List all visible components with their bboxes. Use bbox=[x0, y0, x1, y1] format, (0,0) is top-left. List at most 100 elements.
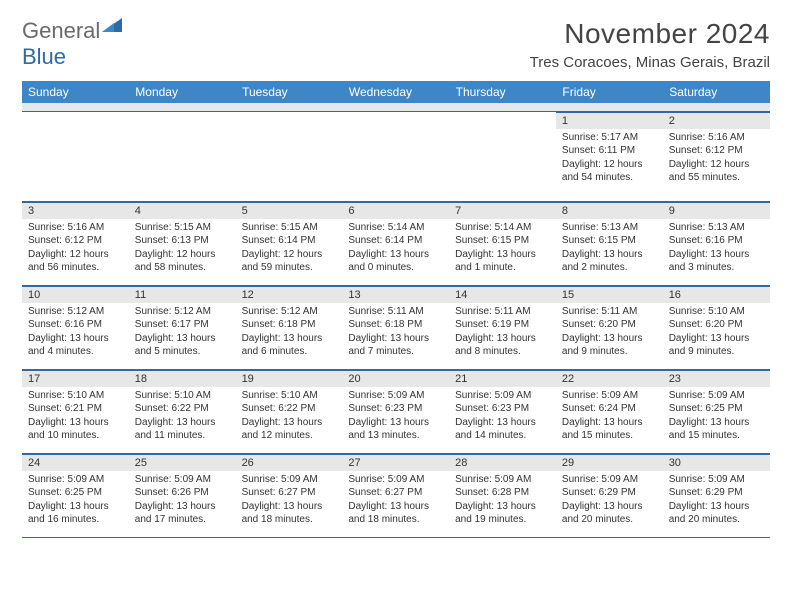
day-cell: 10Sunrise: 5:12 AMSunset: 6:16 PMDayligh… bbox=[22, 285, 129, 369]
day-cell: 29Sunrise: 5:09 AMSunset: 6:29 PMDayligh… bbox=[556, 453, 663, 537]
sunset-line: Sunset: 6:14 PM bbox=[348, 234, 443, 248]
day-cell bbox=[342, 111, 449, 201]
week-row: 24Sunrise: 5:09 AMSunset: 6:25 PMDayligh… bbox=[22, 453, 770, 537]
day-cell bbox=[129, 111, 236, 201]
day-number: 1 bbox=[556, 112, 663, 129]
day-cell: 11Sunrise: 5:12 AMSunset: 6:17 PMDayligh… bbox=[129, 285, 236, 369]
logo-triangle-icon bbox=[102, 12, 122, 26]
day-cell: 4Sunrise: 5:15 AMSunset: 6:13 PMDaylight… bbox=[129, 201, 236, 285]
day-cell: 9Sunrise: 5:13 AMSunset: 6:16 PMDaylight… bbox=[663, 201, 770, 285]
day-body: Sunrise: 5:15 AMSunset: 6:13 PMDaylight:… bbox=[129, 219, 236, 279]
daylight-line: Daylight: 13 hours and 17 minutes. bbox=[135, 500, 230, 527]
day-body: Sunrise: 5:11 AMSunset: 6:20 PMDaylight:… bbox=[556, 303, 663, 363]
daylight-line: Daylight: 13 hours and 20 minutes. bbox=[669, 500, 764, 527]
day-cell: 12Sunrise: 5:12 AMSunset: 6:18 PMDayligh… bbox=[236, 285, 343, 369]
daylight-line: Daylight: 13 hours and 7 minutes. bbox=[348, 332, 443, 359]
day-body: Sunrise: 5:10 AMSunset: 6:22 PMDaylight:… bbox=[129, 387, 236, 447]
day-body: Sunrise: 5:12 AMSunset: 6:16 PMDaylight:… bbox=[22, 303, 129, 363]
sunset-line: Sunset: 6:23 PM bbox=[455, 402, 550, 416]
day-body: Sunrise: 5:09 AMSunset: 6:27 PMDaylight:… bbox=[236, 471, 343, 531]
day-header-saturday: Saturday bbox=[663, 81, 770, 103]
spacer-cell bbox=[342, 103, 449, 111]
daylight-line: Daylight: 13 hours and 6 minutes. bbox=[242, 332, 337, 359]
day-body: Sunrise: 5:10 AMSunset: 6:22 PMDaylight:… bbox=[236, 387, 343, 447]
sunset-line: Sunset: 6:29 PM bbox=[669, 486, 764, 500]
day-body: Sunrise: 5:12 AMSunset: 6:18 PMDaylight:… bbox=[236, 303, 343, 363]
day-number: 15 bbox=[556, 286, 663, 303]
daylight-line: Daylight: 13 hours and 10 minutes. bbox=[28, 416, 123, 443]
spacer-cell bbox=[22, 103, 129, 111]
day-body: Sunrise: 5:11 AMSunset: 6:19 PMDaylight:… bbox=[449, 303, 556, 363]
day-header-friday: Friday bbox=[556, 81, 663, 103]
day-body: Sunrise: 5:10 AMSunset: 6:20 PMDaylight:… bbox=[663, 303, 770, 363]
calendar-body: 1Sunrise: 5:17 AMSunset: 6:11 PMDaylight… bbox=[22, 103, 770, 537]
sunrise-line: Sunrise: 5:12 AM bbox=[242, 305, 337, 319]
day-number: 5 bbox=[236, 202, 343, 219]
day-body: Sunrise: 5:11 AMSunset: 6:18 PMDaylight:… bbox=[342, 303, 449, 363]
sunrise-line: Sunrise: 5:09 AM bbox=[562, 389, 657, 403]
daylight-line: Daylight: 13 hours and 12 minutes. bbox=[242, 416, 337, 443]
day-cell: 26Sunrise: 5:09 AMSunset: 6:27 PMDayligh… bbox=[236, 453, 343, 537]
day-cell: 16Sunrise: 5:10 AMSunset: 6:20 PMDayligh… bbox=[663, 285, 770, 369]
day-body: Sunrise: 5:16 AMSunset: 6:12 PMDaylight:… bbox=[663, 129, 770, 189]
sunset-line: Sunset: 6:27 PM bbox=[348, 486, 443, 500]
day-cell: 7Sunrise: 5:14 AMSunset: 6:15 PMDaylight… bbox=[449, 201, 556, 285]
calendar-table: SundayMondayTuesdayWednesdayThursdayFrid… bbox=[22, 81, 770, 538]
sunrise-line: Sunrise: 5:10 AM bbox=[669, 305, 764, 319]
day-number: 16 bbox=[663, 286, 770, 303]
sunset-line: Sunset: 6:15 PM bbox=[455, 234, 550, 248]
sunrise-line: Sunrise: 5:15 AM bbox=[242, 221, 337, 235]
day-body: Sunrise: 5:13 AMSunset: 6:16 PMDaylight:… bbox=[663, 219, 770, 279]
sunset-line: Sunset: 6:25 PM bbox=[669, 402, 764, 416]
day-cell: 1Sunrise: 5:17 AMSunset: 6:11 PMDaylight… bbox=[556, 111, 663, 201]
sunset-line: Sunset: 6:29 PM bbox=[562, 486, 657, 500]
day-number: 19 bbox=[236, 370, 343, 387]
day-cell: 30Sunrise: 5:09 AMSunset: 6:29 PMDayligh… bbox=[663, 453, 770, 537]
day-number: 14 bbox=[449, 286, 556, 303]
daylight-line: Daylight: 13 hours and 20 minutes. bbox=[562, 500, 657, 527]
day-body: Sunrise: 5:14 AMSunset: 6:14 PMDaylight:… bbox=[342, 219, 449, 279]
sunrise-line: Sunrise: 5:16 AM bbox=[669, 131, 764, 145]
logo: General Blue bbox=[22, 18, 122, 70]
day-number: 12 bbox=[236, 286, 343, 303]
sunrise-line: Sunrise: 5:10 AM bbox=[135, 389, 230, 403]
day-cell bbox=[236, 111, 343, 201]
week-row: 1Sunrise: 5:17 AMSunset: 6:11 PMDaylight… bbox=[22, 111, 770, 201]
day-cell: 19Sunrise: 5:10 AMSunset: 6:22 PMDayligh… bbox=[236, 369, 343, 453]
spacer-cell bbox=[556, 103, 663, 111]
day-cell bbox=[22, 111, 129, 201]
daylight-line: Daylight: 13 hours and 15 minutes. bbox=[562, 416, 657, 443]
sunset-line: Sunset: 6:15 PM bbox=[562, 234, 657, 248]
sunrise-line: Sunrise: 5:09 AM bbox=[135, 473, 230, 487]
day-body: Sunrise: 5:09 AMSunset: 6:28 PMDaylight:… bbox=[449, 471, 556, 531]
logo-text-blue: Blue bbox=[22, 44, 66, 69]
day-cell: 18Sunrise: 5:10 AMSunset: 6:22 PMDayligh… bbox=[129, 369, 236, 453]
sunrise-line: Sunrise: 5:14 AM bbox=[348, 221, 443, 235]
sunset-line: Sunset: 6:16 PM bbox=[669, 234, 764, 248]
day-body: Sunrise: 5:09 AMSunset: 6:25 PMDaylight:… bbox=[663, 387, 770, 447]
daylight-line: Daylight: 12 hours and 54 minutes. bbox=[562, 158, 657, 185]
week-row: 17Sunrise: 5:10 AMSunset: 6:21 PMDayligh… bbox=[22, 369, 770, 453]
sunrise-line: Sunrise: 5:11 AM bbox=[348, 305, 443, 319]
day-number: 13 bbox=[342, 286, 449, 303]
sunset-line: Sunset: 6:28 PM bbox=[455, 486, 550, 500]
day-number: 17 bbox=[22, 370, 129, 387]
spacer-cell bbox=[663, 103, 770, 111]
sunrise-line: Sunrise: 5:15 AM bbox=[135, 221, 230, 235]
title-block: November 2024 Tres Coracoes, Minas Gerai… bbox=[530, 18, 770, 71]
sunset-line: Sunset: 6:20 PM bbox=[669, 318, 764, 332]
week-row: 3Sunrise: 5:16 AMSunset: 6:12 PMDaylight… bbox=[22, 201, 770, 285]
day-cell: 22Sunrise: 5:09 AMSunset: 6:24 PMDayligh… bbox=[556, 369, 663, 453]
day-header-sunday: Sunday bbox=[22, 81, 129, 103]
day-cell: 8Sunrise: 5:13 AMSunset: 6:15 PMDaylight… bbox=[556, 201, 663, 285]
daylight-line: Daylight: 13 hours and 18 minutes. bbox=[242, 500, 337, 527]
sunrise-line: Sunrise: 5:12 AM bbox=[135, 305, 230, 319]
sunrise-line: Sunrise: 5:13 AM bbox=[562, 221, 657, 235]
day-number: 26 bbox=[236, 454, 343, 471]
day-body: Sunrise: 5:15 AMSunset: 6:14 PMDaylight:… bbox=[236, 219, 343, 279]
day-body: Sunrise: 5:09 AMSunset: 6:29 PMDaylight:… bbox=[556, 471, 663, 531]
day-number: 18 bbox=[129, 370, 236, 387]
daylight-line: Daylight: 12 hours and 58 minutes. bbox=[135, 248, 230, 275]
sunrise-line: Sunrise: 5:09 AM bbox=[455, 473, 550, 487]
day-number: 27 bbox=[342, 454, 449, 471]
